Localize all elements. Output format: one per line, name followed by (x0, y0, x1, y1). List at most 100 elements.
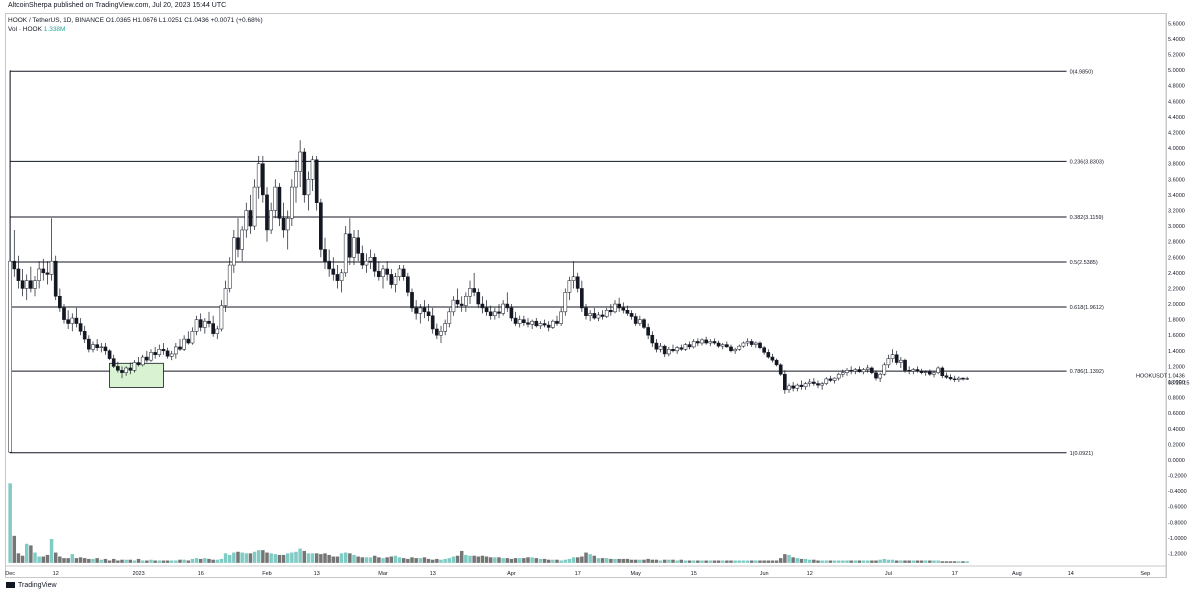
candle-body (882, 364, 887, 375)
price-tick-label: 1.0000 (1168, 380, 1185, 386)
candle-body (290, 186, 294, 219)
candle-body (766, 352, 771, 358)
candle-body (484, 307, 489, 313)
volume-bar (447, 558, 452, 563)
time-tick-label: May (631, 571, 642, 577)
candle-body (464, 295, 468, 306)
volume-bar (273, 554, 278, 563)
legend-volume-label[interactable]: Vol · HOOK (8, 26, 42, 33)
volume-bar (178, 559, 182, 563)
price-tick-label: 2.4000 (1168, 271, 1185, 277)
candle-body (145, 356, 149, 361)
volume-bar (103, 558, 108, 563)
price-tick-label: 1.6000 (1168, 333, 1185, 339)
candle-body (12, 260, 17, 270)
candle-body (310, 159, 315, 180)
candle-body (762, 347, 766, 353)
candle-body (256, 163, 261, 188)
footer-brand-text: TradingView (18, 582, 57, 589)
volume-bar (870, 560, 874, 563)
volume-bar (671, 559, 675, 563)
candle-body (265, 194, 269, 231)
candle-body (691, 341, 696, 348)
volume-bar (592, 555, 597, 563)
volume-bar (66, 558, 70, 563)
time-tick-label: 17 (575, 571, 581, 577)
volume-bar (886, 559, 891, 563)
candle-body (414, 307, 418, 314)
fib-level-label: 1(0.0921) (1070, 451, 1094, 457)
candle-body (107, 350, 112, 359)
volume-bar (397, 557, 402, 563)
candle-body (952, 378, 957, 380)
candle-body (886, 358, 891, 366)
candle-body (642, 319, 646, 328)
candle-body (965, 378, 969, 380)
volume-bar (621, 558, 626, 563)
volume-bar (567, 558, 572, 563)
volume-bar (633, 559, 638, 563)
candle-body (87, 338, 91, 350)
volume-bar (787, 554, 791, 563)
volume-bar (207, 558, 211, 563)
volume-bar (319, 554, 323, 563)
volume-bar (894, 560, 899, 563)
volume-bar (696, 560, 700, 563)
fib-level-label: 0.618(1.9612) (1070, 305, 1104, 311)
candle-body (161, 349, 166, 352)
candle-body (435, 328, 439, 336)
volume-bar (78, 557, 83, 563)
candle-body (836, 373, 841, 379)
candle-body (140, 356, 145, 366)
volume-bar (314, 553, 319, 563)
candle-body (244, 210, 249, 231)
footer-brand[interactable]: TradingView (6, 582, 57, 589)
candle-body (795, 384, 800, 389)
legend-symbol[interactable]: HOOK / TetherUS, 1D, BINANCE (8, 17, 104, 24)
volume-bar (348, 553, 352, 563)
volume-bar (853, 560, 858, 563)
price-tick-label: -1.0000 (1168, 536, 1187, 542)
volume-bar (899, 560, 903, 563)
volume-bar (244, 553, 249, 563)
fib-level-label: 0.382(3.1159) (1070, 215, 1104, 221)
volume-bar (774, 560, 779, 563)
time-tick-label: 2023 (132, 571, 144, 577)
candle-body (828, 378, 833, 381)
candle-body (787, 385, 791, 391)
volume-bar (182, 559, 186, 563)
price-tick-label: 3.0000 (1168, 224, 1185, 230)
candle-body (319, 202, 323, 250)
volume-bar (555, 559, 559, 563)
volume-bar (534, 558, 539, 563)
candle-body (82, 331, 87, 340)
volume-bar (302, 550, 307, 563)
candle-body (410, 292, 414, 309)
volume-bar (559, 560, 563, 563)
price-tick-label: 4.2000 (1168, 131, 1185, 137)
volume-bar (190, 558, 195, 563)
time-tick-label: Aug (1012, 571, 1022, 577)
candle-body (737, 345, 742, 350)
candle-body (136, 362, 141, 366)
candle-body (588, 313, 592, 316)
volume-bar (662, 559, 667, 563)
volume-bar (754, 560, 758, 563)
volume-bar (153, 560, 157, 563)
candle-body (957, 377, 961, 380)
candle-body (8, 260, 12, 453)
volume-bar (878, 559, 882, 563)
volume-bar (364, 557, 369, 563)
candle-body (74, 317, 79, 324)
candle-body (215, 328, 220, 334)
candle-body (203, 320, 207, 328)
volume-bar (194, 558, 199, 563)
volume-bar (422, 557, 427, 563)
volume-bar (600, 558, 605, 563)
candle-body (621, 307, 626, 311)
volume-bar (174, 560, 178, 563)
volume-bar (435, 558, 439, 563)
volume-bar (546, 559, 551, 563)
candle-body (455, 299, 460, 305)
